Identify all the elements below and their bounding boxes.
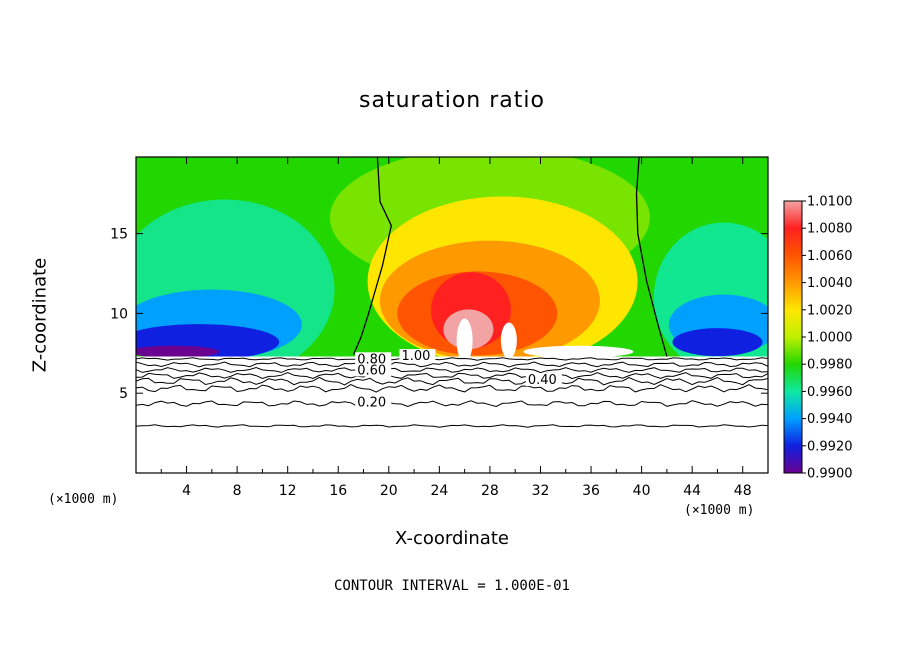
colorbar-label: 0.9960: [807, 385, 853, 400]
colorbar-label: 0.9900: [807, 467, 853, 482]
field-blob: [136, 345, 219, 358]
contour-interval-note: CONTOUR INTERVAL = 1.000E-01: [333, 578, 570, 594]
contour-label-bg: [355, 363, 392, 377]
x-tick-label: 8: [233, 483, 242, 499]
x-tick-label: 16: [329, 483, 347, 499]
colorbar-label: 0.9980: [807, 358, 853, 373]
contour-label-bg: [355, 395, 392, 409]
x-tick-label: 40: [633, 483, 651, 499]
x-axis-label: X-coordinate: [395, 528, 509, 549]
field-blob: [500, 322, 517, 359]
contour-line: [136, 366, 768, 374]
contour-line: [136, 376, 768, 386]
below-cloud-region: [136, 356, 768, 473]
colorbar-bar: [783, 200, 803, 474]
field-blob: [672, 328, 763, 357]
x-tick-label: 20: [380, 483, 398, 499]
contour-lines: [136, 157, 768, 428]
contour-line: [136, 372, 768, 380]
contour-label: 1.00: [401, 349, 430, 364]
contour-label: 0.40: [528, 373, 557, 388]
x-tick-label: 28: [481, 483, 499, 499]
x-tick-label: 12: [279, 483, 297, 499]
y-tick-label: 10: [110, 306, 128, 322]
field-blob: [456, 318, 473, 363]
x-tick-label: 36: [582, 483, 600, 499]
contour-label: 0.20: [357, 395, 386, 410]
x-tick-label: 48: [734, 483, 752, 499]
x-tick-label: 32: [532, 483, 550, 499]
contour-line-1.00: [635, 157, 668, 357]
y-tick-label: 5: [119, 386, 128, 402]
colorbar-label: 0.9920: [807, 439, 853, 454]
contour-label-bg: [525, 373, 562, 387]
y-tick-label: 15: [110, 227, 128, 243]
contour-label-bg: [355, 352, 392, 366]
colorbar-label: 1.0040: [807, 276, 853, 291]
saturation-field: [136, 157, 768, 473]
colorbar-label: 1.0020: [807, 303, 853, 318]
x-tick-label: 4: [182, 483, 191, 499]
x-unit-label-left: (×1000 m): [48, 492, 119, 507]
contour-line: [136, 361, 768, 368]
x-tick-label: 24: [430, 483, 448, 499]
plot-frame: [135, 156, 769, 474]
colorbar-label: 1.0060: [807, 249, 853, 264]
contour-line: [136, 384, 768, 393]
colorbar-label: 1.0080: [807, 222, 853, 237]
colorbar-label: 0.9940: [807, 412, 853, 427]
x-unit-label-right: (×1000 m): [684, 503, 755, 518]
field-blob: [523, 345, 634, 358]
contour-line-1.00: [352, 157, 392, 356]
contour-line: [136, 400, 768, 408]
colorbar-label: 1.0000: [807, 331, 853, 346]
colorbar-label: 1.0100: [807, 195, 853, 210]
colorbar: 1.0100 1.0080 1.0060 1.0040 1.0020 1.0000 0.99…: [783, 195, 853, 482]
contour-line: [136, 424, 768, 428]
contour-line: [136, 357, 768, 361]
chart-title: saturation ratio: [359, 88, 545, 113]
contour-labels: 1.000.800.600.400.20: [355, 349, 562, 410]
contour-label-bg: [399, 349, 436, 363]
x-tick-label: 44: [683, 483, 701, 499]
contour-label: 0.60: [357, 363, 386, 378]
